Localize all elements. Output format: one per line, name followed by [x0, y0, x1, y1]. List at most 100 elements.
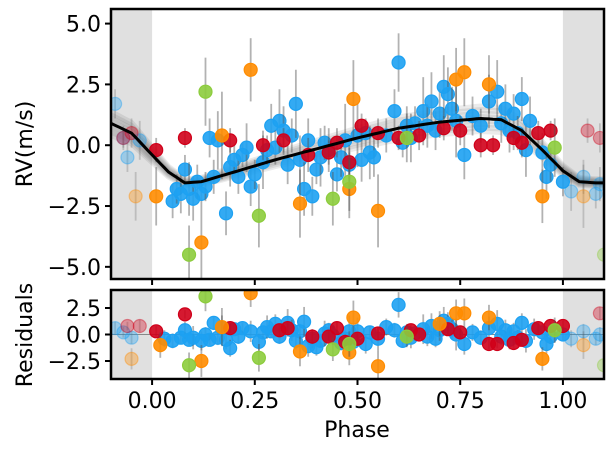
- data-point: [473, 138, 488, 153]
- data-point: [592, 306, 604, 321]
- data-point: [370, 326, 386, 341]
- data-point: [564, 331, 579, 346]
- rv-panel: −5.0 −2.5 0.0 2.5 5.0 RV(m/s): [13, 7, 606, 285]
- data-point: [116, 325, 131, 340]
- data-point: [194, 235, 209, 250]
- data-point: [116, 130, 131, 146]
- rv-y-axis-label: RV(m/s): [13, 101, 38, 188]
- data-point: [424, 94, 439, 109]
- data-point: [305, 329, 320, 344]
- data-point: [535, 145, 550, 160]
- data-point: [547, 140, 562, 155]
- x-tick-label: 1.00: [538, 389, 587, 414]
- data-point: [346, 91, 361, 107]
- data-point: [592, 327, 604, 342]
- data-point: [120, 150, 135, 165]
- data-point: [576, 324, 591, 339]
- data-point: [247, 167, 262, 182]
- data-point: [514, 315, 529, 330]
- data-point: [251, 350, 266, 365]
- data-point: [346, 310, 361, 325]
- data-point: [120, 318, 135, 334]
- y-tick-label: −2.5: [48, 350, 101, 375]
- residuals-y-axis-label: Residuals: [13, 283, 38, 387]
- data-point: [251, 208, 266, 223]
- data-point: [325, 342, 340, 357]
- data-point: [399, 130, 414, 146]
- data-point: [555, 174, 571, 189]
- data-point: [239, 140, 254, 155]
- data-point: [399, 329, 414, 344]
- data-point: [149, 142, 164, 158]
- data-point: [223, 341, 238, 356]
- data-point: [296, 314, 312, 329]
- data-point: [214, 319, 230, 335]
- data-point: [243, 290, 258, 301]
- data-point: [198, 290, 213, 304]
- data-point: [177, 162, 193, 177]
- data-point: [432, 316, 447, 332]
- data-point: [342, 174, 357, 189]
- data-point: [255, 138, 271, 153]
- data-point: [218, 206, 234, 221]
- data-point: [124, 330, 139, 345]
- data-point: [514, 135, 529, 150]
- data-point: [124, 351, 139, 366]
- data-point: [416, 104, 431, 119]
- data-point: [276, 133, 291, 148]
- data-point: [280, 157, 295, 172]
- y-tick-label: −2.5: [48, 195, 101, 220]
- data-point: [531, 125, 546, 141]
- data-point: [473, 118, 488, 133]
- data-point: [214, 128, 230, 143]
- data-point: [547, 323, 562, 338]
- residual-data-points: [111, 290, 604, 379]
- data-point: [457, 147, 472, 163]
- top-phase-shading: [111, 9, 604, 279]
- data-point: [132, 318, 147, 334]
- data-point: [153, 337, 168, 353]
- phase-x-axis-label: Phase: [324, 418, 390, 443]
- data-point: [111, 321, 123, 336]
- data-point: [481, 77, 497, 92]
- data-point: [354, 118, 369, 133]
- data-point: [292, 196, 308, 211]
- residuals-panel: 0.00 0.25 0.50 0.75 1.00 −2.50.02.5 Residuals…: [13, 283, 606, 443]
- data-point: [181, 247, 197, 262]
- data-point: [198, 84, 213, 99]
- data-point: [580, 123, 595, 138]
- data-point: [588, 331, 603, 346]
- data-point: [588, 186, 603, 201]
- data-point: [329, 321, 345, 336]
- data-point: [485, 138, 501, 153]
- data-point: [387, 104, 402, 119]
- data-point: [564, 184, 579, 199]
- data-point: [116, 130, 131, 146]
- data-point: [412, 128, 427, 143]
- data-point: [490, 336, 505, 352]
- data-point: [280, 321, 295, 336]
- data-point: [181, 358, 197, 373]
- data-point: [366, 150, 382, 165]
- data-point: [391, 297, 406, 312]
- data-point: [596, 358, 604, 373]
- data-point: [535, 351, 550, 366]
- data-point: [177, 307, 193, 322]
- data-point: [194, 353, 209, 369]
- data-point: [514, 91, 529, 107]
- data-point: [288, 96, 303, 111]
- x-tick-label: 0.75: [436, 389, 485, 414]
- data-point: [592, 130, 604, 146]
- data-point: [325, 191, 340, 206]
- x-tick-label: 0.25: [230, 389, 279, 414]
- y-tick-label: 2.5: [66, 73, 101, 98]
- y-tick-label: 0.0: [66, 134, 101, 159]
- data-point: [576, 189, 591, 204]
- data-point: [321, 329, 336, 344]
- data-point: [111, 96, 123, 111]
- data-point: [514, 332, 529, 347]
- data-point: [128, 189, 143, 204]
- data-point: [391, 55, 406, 70]
- rv-axis-ticks: −5.0 −2.5 0.0 2.5 5.0: [48, 13, 564, 285]
